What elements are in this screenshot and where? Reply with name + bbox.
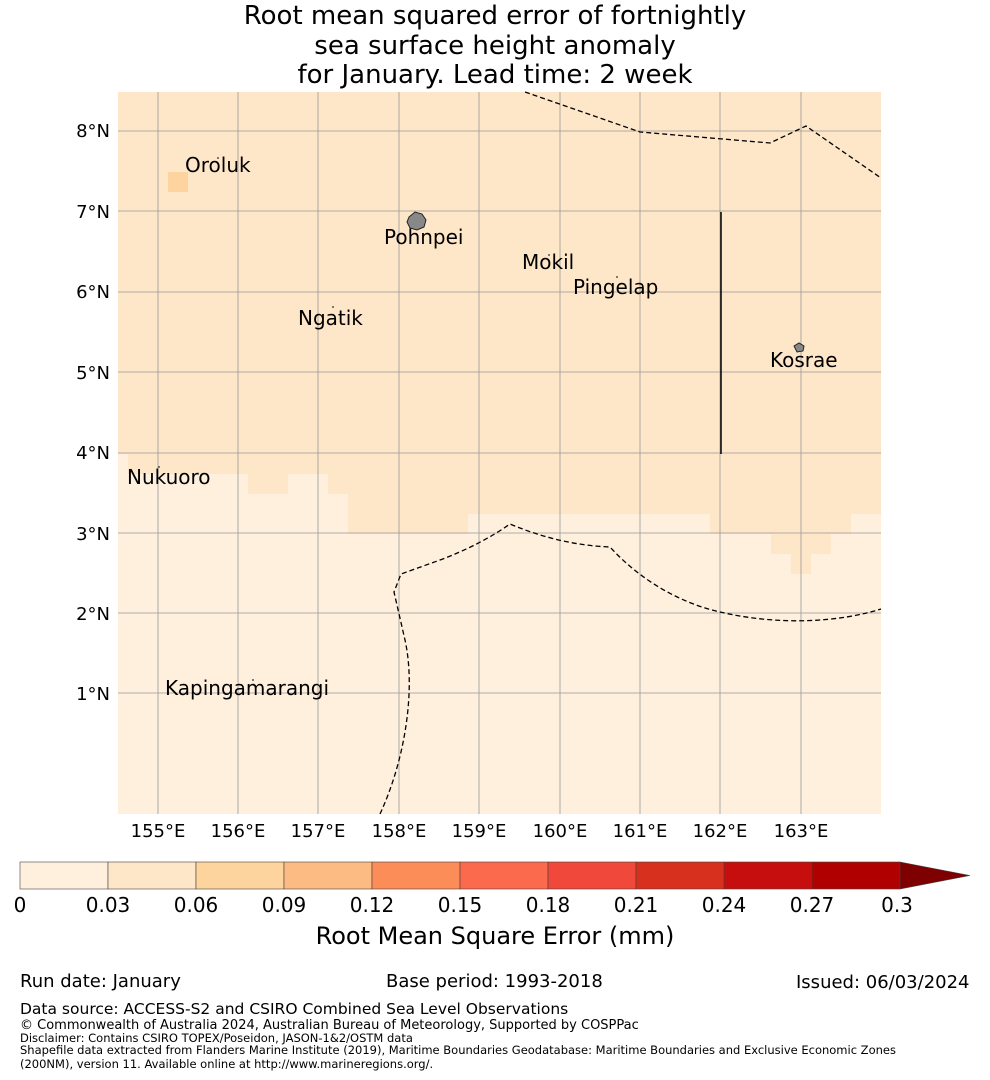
place-label-pingelap: Pingelap <box>573 275 658 299</box>
lon-label: 159°E <box>452 821 507 842</box>
longitude-labels: 155°E 156°E 157°E 158°E 159°E 160°E 161°… <box>131 821 829 842</box>
colorbar-tick: 0 <box>13 893 27 917</box>
place-label-oroluk: Oroluk <box>185 153 251 177</box>
rmse-cell-oroluk <box>168 172 188 192</box>
gridlines <box>118 92 881 814</box>
disclaimer: Disclaimer: Contains CSIRO TOPEX/Poseido… <box>20 1031 413 1045</box>
colorbar-tick: 0.06 <box>173 893 219 917</box>
place-label-pohnpei: Pohnpei <box>384 225 464 249</box>
colorbar-segment <box>107 861 197 890</box>
colorbar-segment <box>371 861 461 890</box>
colorbar-tick: 0.12 <box>349 893 395 917</box>
shapefile-credit-line-2: (200NM), version 11. Available online at… <box>20 1057 434 1071</box>
lon-label: 155°E <box>131 821 186 842</box>
lon-label: 156°E <box>211 821 266 842</box>
kapinga-marker <box>252 679 254 681</box>
eez-boundary-south <box>379 523 882 815</box>
colorbar-tick: 0.09 <box>261 893 307 917</box>
eez-boundaries <box>379 91 882 815</box>
colorbar-tick: 0.27 <box>789 893 835 917</box>
lat-label: 3°N <box>76 524 110 545</box>
lon-label: 158°E <box>372 821 427 842</box>
colorbar-tick: 0.18 <box>525 893 571 917</box>
place-labels: Oroluk Pohnpei Mokil Pingelap Ngatik Kos… <box>127 153 838 700</box>
lat-label: 5°N <box>76 363 110 384</box>
lon-label: 162°E <box>693 821 748 842</box>
colorbar-tick: 0.03 <box>85 893 131 917</box>
lon-label: 161°E <box>613 821 668 842</box>
title-line-2: sea surface height anomaly <box>314 30 676 61</box>
latitude-labels: 1°N 2°N 3°N 4°N 5°N 6°N 7°N 8°N <box>76 121 110 705</box>
rmse-field <box>118 92 881 814</box>
colorbar-tick: 0.24 <box>701 893 747 917</box>
eez-boundary-north <box>524 91 882 179</box>
copyright: © Commonwealth of Australia 2024, Austra… <box>20 1018 639 1033</box>
oroluk-marker <box>217 157 219 159</box>
colorbar-label: Root Mean Square Error (mm) <box>315 922 675 950</box>
map-title: Root mean squared error of fortnightly s… <box>0 1 990 91</box>
place-label-mokil: Mokil <box>522 250 574 274</box>
colorbar-segment <box>283 861 373 890</box>
colorbar-segment <box>459 861 549 890</box>
place-label-nukuoro: Nukuoro <box>127 465 211 489</box>
pingelap-marker <box>616 276 618 278</box>
place-label-ngatik: Ngatik <box>298 306 363 330</box>
colorbar-tick: 0.3 <box>881 893 913 917</box>
lat-label: 4°N <box>76 443 110 464</box>
shapefile-credit-line-1: Shapefile data extracted from Flanders M… <box>20 1043 896 1057</box>
pohnpei-island <box>406 211 427 231</box>
lat-label: 1°N <box>76 684 110 705</box>
colorbar-segment <box>811 861 901 890</box>
colorbar-tick: 0.21 <box>613 893 659 917</box>
kosrae-island <box>793 342 805 353</box>
islands <box>158 157 805 681</box>
run-date: Run date: January <box>20 971 181 992</box>
colorbar-segment <box>723 861 813 890</box>
colorbar <box>19 861 971 890</box>
base-period: Base period: 1993-2018 <box>386 971 603 992</box>
colorbar-tick: 0.15 <box>437 893 483 917</box>
colorbar-extend-arrow <box>899 861 971 890</box>
colorbar-segment <box>635 861 725 890</box>
lon-label: 160°E <box>533 821 588 842</box>
place-label-kapingamarangi: Kapingamarangi <box>165 676 329 700</box>
title-line-3: for January. Lead time: 2 week <box>297 60 693 90</box>
colorbar-segment <box>547 861 637 890</box>
lon-label: 163°E <box>774 821 829 842</box>
issued-date: Issued: 06/03/2024 <box>796 972 970 993</box>
lon-label: 157°E <box>291 821 346 842</box>
place-label-kosrae: Kosrae <box>770 348 838 372</box>
mokil-marker <box>548 254 550 256</box>
rmse-region-low <box>118 454 881 814</box>
title-line-1: Root mean squared error of fortnightly <box>243 1 747 31</box>
lat-label: 8°N <box>76 121 110 142</box>
lat-label: 7°N <box>76 202 110 223</box>
colorbar-segment <box>195 861 285 890</box>
lat-label: 2°N <box>76 604 110 625</box>
lat-label: 6°N <box>76 282 110 303</box>
ngatik-marker <box>332 306 334 308</box>
data-source: Data source: ACCESS-S2 and CSIRO Combine… <box>20 1000 569 1018</box>
colorbar-segment <box>19 861 109 890</box>
nukuoro-marker <box>158 466 160 468</box>
